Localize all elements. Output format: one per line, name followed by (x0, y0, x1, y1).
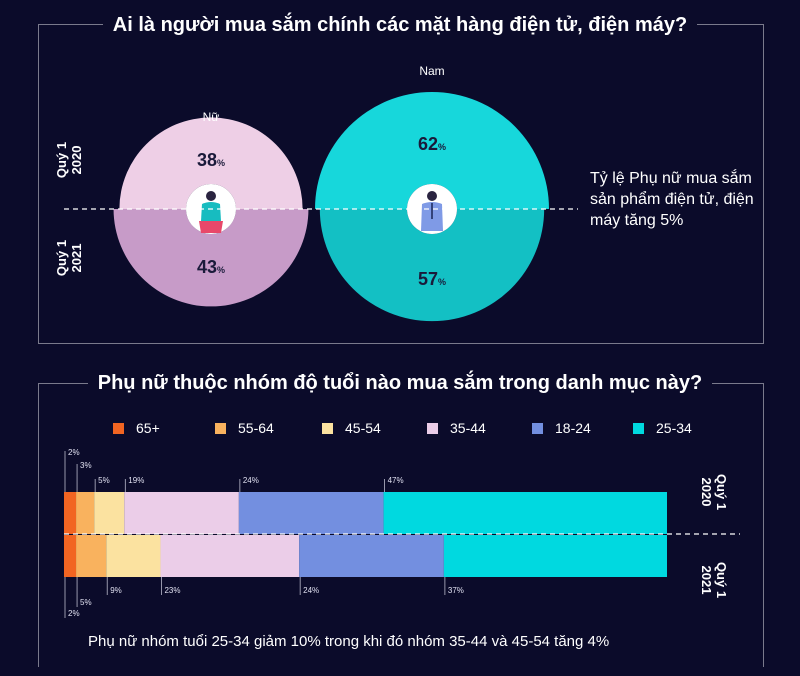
female-caption: Nữ (203, 110, 220, 124)
bar-label-55-64-2021: 5% (80, 598, 92, 607)
bar-label-35-44-2021: 23% (164, 586, 180, 595)
bottom-period-2021-line: 2021 (699, 566, 714, 595)
legend-item-35-44: 35-44 (427, 420, 486, 436)
bar-label-25-34-2020: 47% (388, 476, 404, 485)
legend-label: 45-54 (345, 420, 381, 436)
bottom-period-2021-line: Quý 1 (714, 562, 729, 598)
legend-label: 25-34 (656, 420, 692, 436)
top-panel-title: Ai là người mua sắm chính các mặt hàng đ… (0, 14, 800, 37)
male-2020-half (315, 92, 549, 209)
legend-swatch (633, 422, 644, 434)
male-2021-half (319, 209, 545, 322)
bar-label-45-54-2020: 5% (98, 476, 110, 485)
bar-segment-45-54-2020 (94, 492, 125, 534)
female-figure-skirt (199, 221, 223, 233)
legend-swatch (427, 422, 438, 434)
legend-item-55-64: 55-64 (215, 420, 274, 436)
bar-segment-45-54-2021 (106, 535, 161, 577)
bar-segment-25-34-2020 (383, 492, 667, 534)
bar-label-45-54-2021: 9% (110, 586, 122, 595)
legend-item-45-54: 45-54 (322, 420, 381, 436)
bar-label-18-24-2021: 24% (303, 586, 319, 595)
bar-segment-65+-2021 (64, 535, 77, 577)
bar-label-18-24-2020: 24% (243, 476, 259, 485)
top-period-2020-line: Quý 1 (54, 142, 69, 178)
bottom-period-2020-line: Quý 1 (714, 474, 729, 510)
bar-segment-35-44-2020 (124, 492, 239, 534)
top-period-2021-line: 2021 (69, 244, 84, 273)
female-2020-half (119, 117, 303, 209)
bar-label-55-64-2020: 3% (80, 461, 92, 470)
bar-segment-55-64-2021 (76, 535, 107, 577)
male-2021-value: 57% (418, 269, 446, 289)
legend-item-65+: 65+ (113, 420, 160, 436)
top-panel-title-text: Ai là người mua sắm chính các mặt hàng đ… (102, 14, 698, 36)
legend-item-18-24: 18-24 (532, 420, 591, 436)
legend-label: 18-24 (555, 420, 591, 436)
female-2021-half (113, 209, 309, 307)
bar-label-25-34-2021: 37% (448, 586, 464, 595)
legend-item-25-34: 25-34 (633, 420, 692, 436)
legend-swatch (113, 422, 124, 434)
bar-segment-55-64-2020 (76, 492, 95, 534)
age-legend: 65+ 55-64 45-54 35-44 18-24 25-34 (0, 420, 800, 440)
age-note: Phụ nữ nhóm tuổi 25-34 giảm 10% trong kh… (88, 633, 610, 650)
bar-segment-18-24-2021 (299, 535, 444, 577)
legend-swatch (532, 422, 543, 434)
male-figure-head (427, 191, 437, 201)
female-figure-body (201, 202, 221, 221)
legend-label: 55-64 (238, 420, 274, 436)
top-period-2020-line: 2020 (69, 146, 84, 175)
legend-label: 65+ (136, 420, 160, 436)
gender-note: Tỷ lệ Phụ nữ mua sắm sản phẩm điện tử, đ… (590, 170, 754, 229)
male-caption: Nam (419, 64, 444, 78)
top-period-2020: Quý 1 2020 (54, 142, 84, 178)
bar-segment-65+-2020 (64, 492, 77, 534)
female-2021-value: 43% (197, 257, 225, 277)
bar-segment-25-34-2021 (443, 535, 667, 577)
legend-swatch (215, 422, 226, 434)
bar-label-65+-2020: 2% (68, 448, 80, 457)
bottom-panel-title: Phụ nữ thuộc nhóm độ tuổi nào mua sắm tr… (0, 372, 800, 395)
bar-segment-18-24-2020 (238, 492, 384, 534)
legend-swatch (322, 422, 333, 434)
male-2020-value: 62% (418, 134, 446, 154)
bar-label-35-44-2020: 19% (128, 476, 144, 485)
bar-label-65+-2021: 2% (68, 609, 80, 618)
legend-label: 35-44 (450, 420, 486, 436)
bottom-period-2020-line: 2020 (699, 478, 714, 507)
bottom-panel-title-text: Phụ nữ thuộc nhóm độ tuổi nào mua sắm tr… (87, 372, 713, 394)
female-2020-value: 38% (197, 150, 225, 170)
female-figure-head (206, 191, 216, 201)
bar-segment-35-44-2021 (160, 535, 300, 577)
top-period-2021: Quý 1 2021 (54, 240, 84, 276)
top-period-2021-line: Quý 1 (54, 240, 69, 276)
